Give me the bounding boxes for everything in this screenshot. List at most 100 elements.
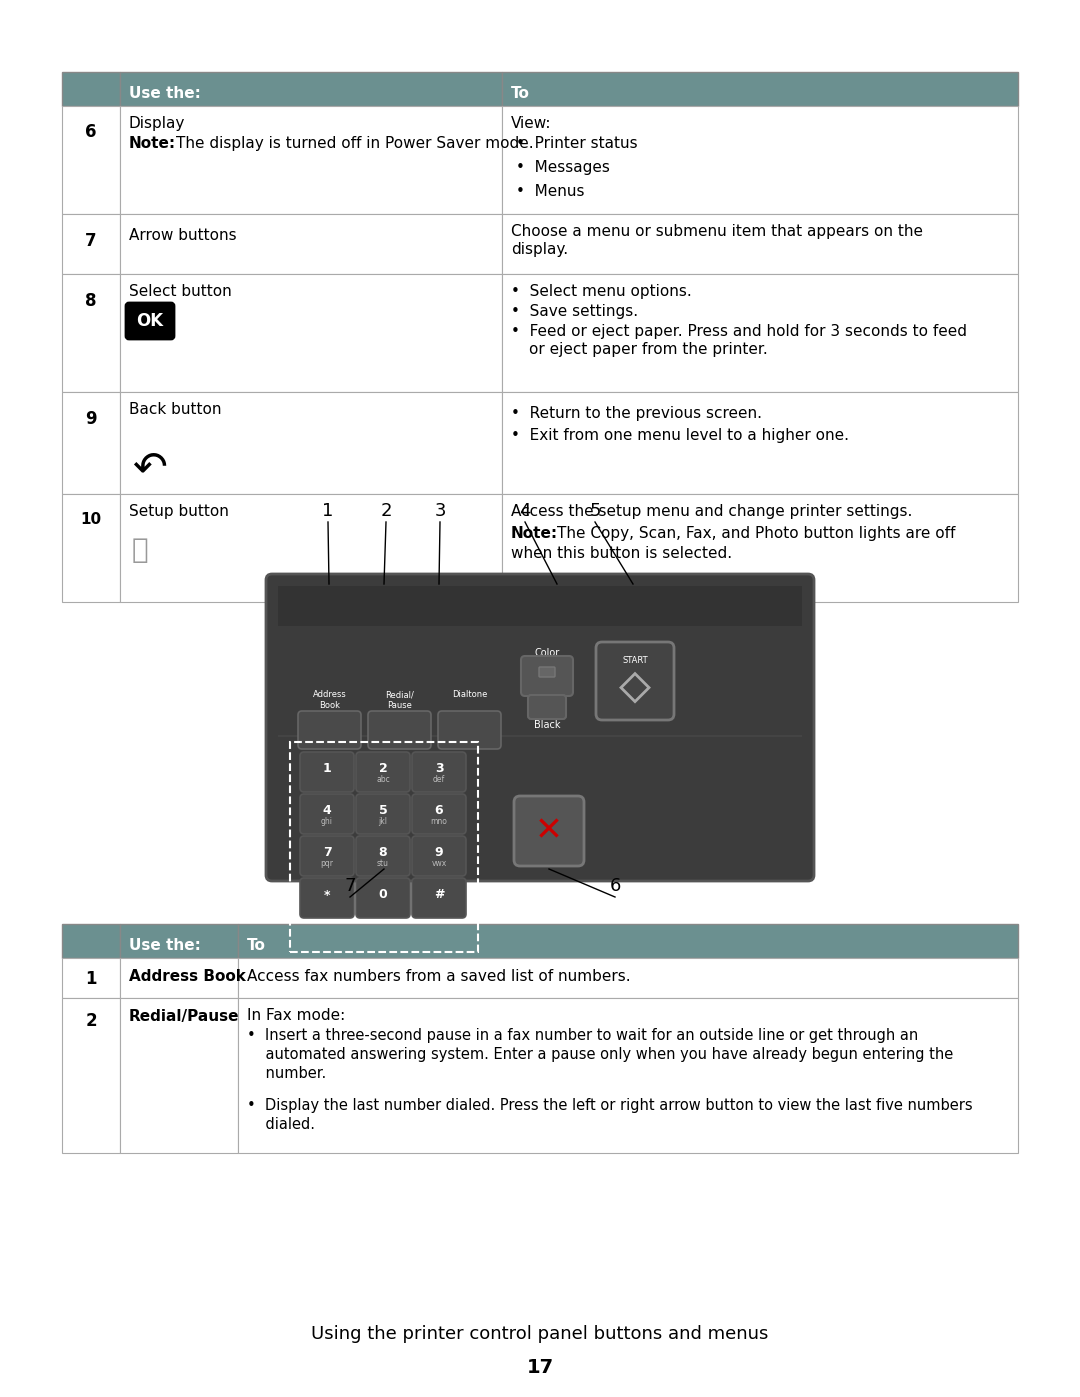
Text: Address: Address bbox=[312, 690, 347, 698]
Bar bbox=[120, 495, 502, 602]
Bar bbox=[62, 495, 120, 602]
Text: 10: 10 bbox=[80, 511, 102, 527]
FancyBboxPatch shape bbox=[596, 643, 674, 719]
Text: Use the:: Use the: bbox=[129, 85, 201, 101]
FancyBboxPatch shape bbox=[411, 877, 465, 918]
Text: Color: Color bbox=[535, 648, 559, 658]
FancyBboxPatch shape bbox=[411, 835, 465, 876]
Text: Using the printer control panel buttons and menus: Using the printer control panel buttons … bbox=[311, 1324, 769, 1343]
Text: 9: 9 bbox=[434, 847, 443, 859]
Text: ↶: ↶ bbox=[132, 447, 167, 489]
Bar bbox=[502, 73, 1018, 106]
FancyBboxPatch shape bbox=[356, 877, 410, 918]
Text: •  Menus: • Menus bbox=[516, 184, 584, 198]
Text: Redial/Pause: Redial/Pause bbox=[129, 1009, 240, 1024]
Bar bbox=[62, 958, 120, 997]
Text: •  Insert a three-second pause in a fax number to wait for an outside line or ge: • Insert a three-second pause in a fax n… bbox=[247, 1028, 918, 1044]
Text: Dialtone: Dialtone bbox=[451, 690, 487, 698]
Bar bbox=[502, 274, 1018, 393]
Text: The Copy, Scan, Fax, and Photo button lights are off: The Copy, Scan, Fax, and Photo button li… bbox=[557, 527, 956, 541]
Text: Choose a menu or submenu item that appears on the: Choose a menu or submenu item that appea… bbox=[511, 224, 923, 239]
Text: 0: 0 bbox=[379, 888, 388, 901]
Text: 17: 17 bbox=[526, 1358, 554, 1377]
Bar bbox=[238, 923, 1018, 958]
Bar bbox=[62, 106, 120, 214]
Bar bbox=[120, 958, 238, 997]
Polygon shape bbox=[621, 673, 649, 701]
Text: 4: 4 bbox=[323, 805, 332, 817]
Text: OK: OK bbox=[136, 312, 163, 330]
FancyBboxPatch shape bbox=[298, 711, 361, 749]
FancyBboxPatch shape bbox=[521, 657, 573, 696]
Bar bbox=[62, 393, 120, 495]
Text: 7: 7 bbox=[85, 232, 97, 250]
Bar bbox=[278, 735, 802, 738]
Text: 8: 8 bbox=[85, 292, 97, 310]
Text: •  Exit from one menu level to a higher one.: • Exit from one menu level to a higher o… bbox=[511, 427, 849, 443]
Text: Access fax numbers from a saved list of numbers.: Access fax numbers from a saved list of … bbox=[247, 970, 631, 983]
Text: Note:: Note: bbox=[129, 136, 176, 151]
Text: 1: 1 bbox=[323, 763, 332, 775]
Text: •  Messages: • Messages bbox=[516, 161, 610, 175]
Bar bbox=[62, 997, 120, 1153]
FancyBboxPatch shape bbox=[411, 793, 465, 834]
FancyBboxPatch shape bbox=[411, 752, 465, 792]
Text: when this button is selected.: when this button is selected. bbox=[511, 546, 732, 562]
Bar bbox=[502, 106, 1018, 214]
FancyBboxPatch shape bbox=[438, 711, 501, 749]
Text: Redial/: Redial/ bbox=[386, 690, 414, 698]
Text: Use the:: Use the: bbox=[129, 937, 201, 953]
Text: or eject paper from the printer.: or eject paper from the printer. bbox=[529, 342, 768, 358]
Text: pqr: pqr bbox=[321, 859, 334, 869]
Text: View:: View: bbox=[511, 116, 552, 131]
Text: vwx: vwx bbox=[431, 859, 447, 869]
Text: mno: mno bbox=[431, 817, 447, 827]
Bar bbox=[238, 997, 1018, 1153]
Text: Setup button: Setup button bbox=[129, 504, 229, 520]
FancyBboxPatch shape bbox=[514, 796, 584, 866]
Bar bbox=[502, 214, 1018, 274]
Text: 7: 7 bbox=[323, 847, 332, 859]
Bar bbox=[120, 393, 502, 495]
Text: Display: Display bbox=[129, 116, 186, 131]
Bar bbox=[238, 958, 1018, 997]
Text: 5: 5 bbox=[379, 805, 388, 817]
Text: jkl: jkl bbox=[378, 817, 388, 827]
Bar bbox=[62, 214, 120, 274]
Text: 9: 9 bbox=[85, 409, 97, 427]
Text: 5: 5 bbox=[590, 502, 600, 520]
Text: 2: 2 bbox=[380, 502, 392, 520]
Text: dialed.: dialed. bbox=[247, 1118, 315, 1132]
Bar bbox=[120, 106, 502, 214]
Bar bbox=[291, 742, 478, 951]
Text: 4: 4 bbox=[519, 502, 530, 520]
Text: To: To bbox=[511, 85, 530, 101]
FancyBboxPatch shape bbox=[126, 303, 174, 339]
Text: 1: 1 bbox=[322, 502, 334, 520]
Text: Note:: Note: bbox=[511, 527, 558, 541]
Text: •  Printer status: • Printer status bbox=[516, 136, 637, 151]
Text: •  Return to the previous screen.: • Return to the previous screen. bbox=[511, 407, 762, 420]
Text: Back button: Back button bbox=[129, 402, 221, 416]
Text: Select button: Select button bbox=[129, 284, 232, 299]
Text: 3: 3 bbox=[434, 502, 446, 520]
FancyBboxPatch shape bbox=[356, 752, 410, 792]
Text: ✕: ✕ bbox=[535, 814, 563, 848]
Text: 2: 2 bbox=[379, 763, 388, 775]
Text: Pause: Pause bbox=[387, 701, 411, 710]
Text: *: * bbox=[324, 888, 330, 901]
Text: In Fax mode:: In Fax mode: bbox=[247, 1009, 346, 1023]
Text: START: START bbox=[622, 657, 648, 665]
Text: 7: 7 bbox=[345, 877, 355, 895]
Text: number.: number. bbox=[247, 1066, 326, 1081]
Text: display.: display. bbox=[511, 242, 568, 257]
Text: Book: Book bbox=[319, 701, 340, 710]
Bar bbox=[502, 393, 1018, 495]
Text: ghi: ghi bbox=[321, 817, 333, 827]
Text: •  Select menu options.: • Select menu options. bbox=[511, 284, 692, 299]
Text: •  Save settings.: • Save settings. bbox=[511, 305, 638, 319]
Bar bbox=[120, 214, 502, 274]
Bar bbox=[120, 274, 502, 393]
Text: Arrow buttons: Arrow buttons bbox=[129, 228, 237, 243]
Text: 6: 6 bbox=[609, 877, 621, 895]
